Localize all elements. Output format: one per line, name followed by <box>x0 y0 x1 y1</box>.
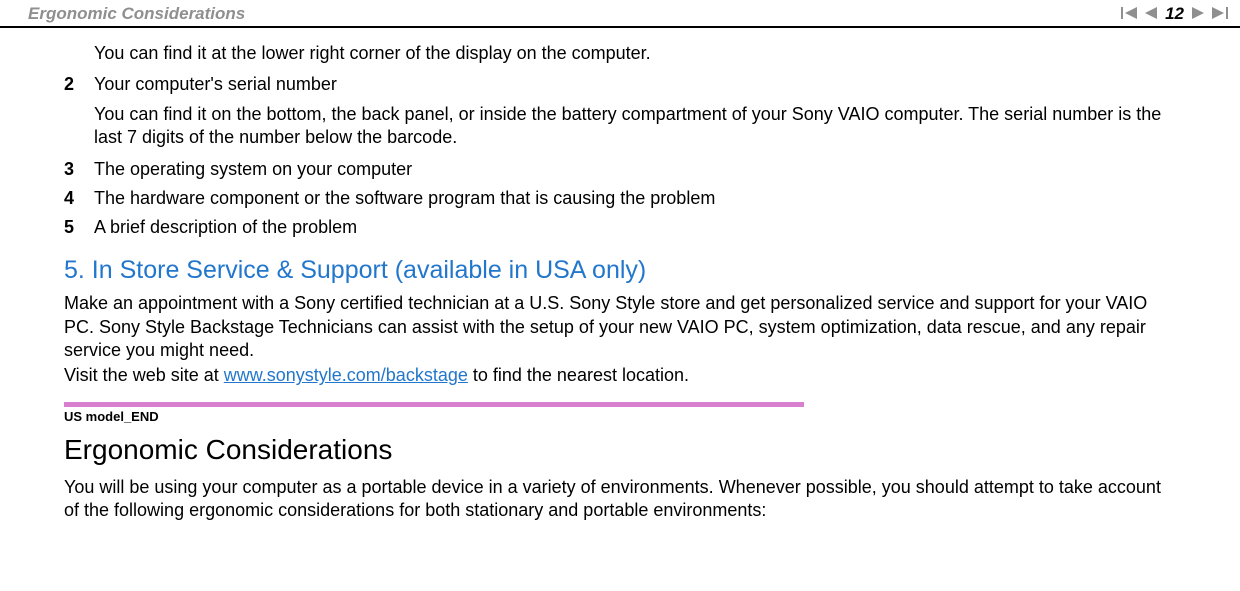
list-item: 4 The hardware component or the software… <box>64 187 1170 210</box>
nav-next-icon[interactable] <box>1190 7 1204 21</box>
section-5-visit-line: Visit the web site at www.sonystyle.com/… <box>64 364 1170 387</box>
backstage-link[interactable]: www.sonystyle.com/backstage <box>224 365 468 385</box>
item-text: The hardware component or the software p… <box>94 187 1170 210</box>
ergonomic-heading: Ergonomic Considerations <box>64 432 1170 468</box>
page-number: 12 <box>1165 4 1184 24</box>
item-subtext: You can find it on the bottom, the back … <box>94 103 1170 150</box>
section-5-paragraph: Make an appointment with a Sony certifie… <box>64 292 1170 362</box>
ergonomic-paragraph: You will be using your computer as a por… <box>64 476 1170 523</box>
item-number: 3 <box>64 158 94 181</box>
list-item: 3 The operating system on your computer <box>64 158 1170 181</box>
header-title: Ergonomic Considerations <box>28 4 245 24</box>
model-end-label: US model_END <box>64 409 1170 426</box>
header-nav: 12 <box>1121 4 1228 24</box>
divider-pink <box>64 402 804 407</box>
nav-first-icon[interactable] <box>1121 7 1139 21</box>
list-item: 5 A brief description of the problem <box>64 216 1170 239</box>
nav-last-icon[interactable] <box>1210 7 1228 21</box>
item-text: A brief description of the problem <box>94 216 1170 239</box>
page-header: Ergonomic Considerations 12 <box>0 0 1240 28</box>
item-text: Your computer's serial number <box>94 73 1170 96</box>
nav-prev-icon[interactable] <box>1145 7 1159 21</box>
item-number: 4 <box>64 187 94 210</box>
item-text: The operating system on your computer <box>94 158 1170 181</box>
list-item: 2 Your computer's serial number <box>64 73 1170 96</box>
page-content: You can find it at the lower right corne… <box>0 28 1240 523</box>
section-5-heading: 5. In Store Service & Support (available… <box>64 254 1170 287</box>
item-number: 2 <box>64 73 94 96</box>
item-number: 5 <box>64 216 94 239</box>
document-page: Ergonomic Considerations 12 You can find… <box>0 0 1240 591</box>
visit-pre: Visit the web site at <box>64 365 224 385</box>
visit-post: to find the nearest location. <box>468 365 689 385</box>
intro-line: You can find it at the lower right corne… <box>94 42 1170 65</box>
